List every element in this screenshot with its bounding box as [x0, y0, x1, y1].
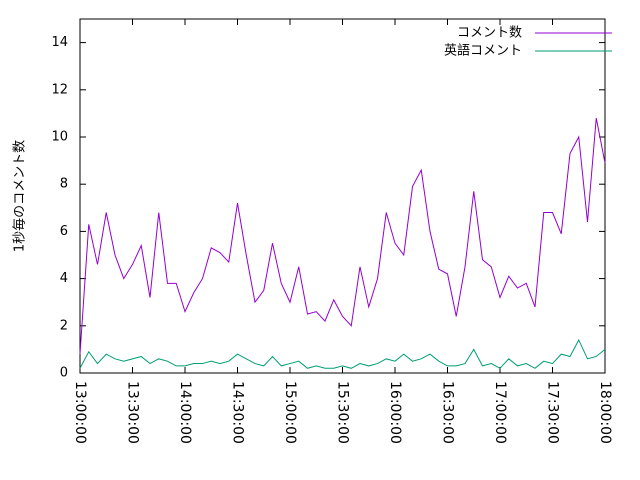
x-tick-label: 15:00:00 [282, 381, 298, 444]
x-tick-label: 13:00:00 [72, 381, 88, 444]
x-tick-label: 16:00:00 [387, 381, 403, 444]
y-tick-label: 14 [51, 35, 68, 50]
y-tick-label: 12 [51, 82, 68, 97]
y-tick-label: 4 [60, 271, 68, 286]
x-tick-label: 13:30:00 [125, 381, 141, 444]
y-tick-label: 0 [60, 366, 68, 381]
y-tick-label: 2 [60, 318, 68, 333]
x-tick-label: 17:00:00 [492, 381, 508, 444]
y-tick-label: 10 [51, 130, 68, 145]
y-axis-label: 1秒毎のコメント数 [12, 140, 28, 252]
x-tick-label: 18:00:00 [597, 381, 613, 444]
legend-label: 英語コメント [444, 43, 522, 59]
series-line [79, 338, 606, 369]
x-tick-label: 14:30:00 [230, 381, 246, 444]
x-tick-label: 17:30:00 [545, 381, 561, 444]
series-line [79, 118, 606, 355]
x-tick-label: 16:30:00 [440, 381, 456, 444]
y-tick-label: 8 [60, 177, 68, 192]
x-tick-label: 14:00:00 [177, 381, 193, 444]
x-tick-label: 15:30:00 [335, 381, 351, 444]
legend-label: コメント数 [457, 26, 522, 41]
plot-frame [79, 18, 606, 374]
y-tick-label: 6 [60, 224, 68, 239]
